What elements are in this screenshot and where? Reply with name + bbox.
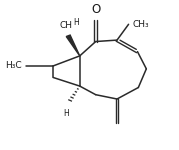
Polygon shape: [66, 35, 80, 56]
Text: CH₃: CH₃: [132, 20, 149, 29]
Text: H: H: [73, 18, 79, 27]
Text: H: H: [64, 109, 69, 118]
Text: O: O: [91, 3, 100, 16]
Text: H₃C: H₃C: [5, 61, 22, 70]
Text: CH: CH: [60, 21, 73, 30]
